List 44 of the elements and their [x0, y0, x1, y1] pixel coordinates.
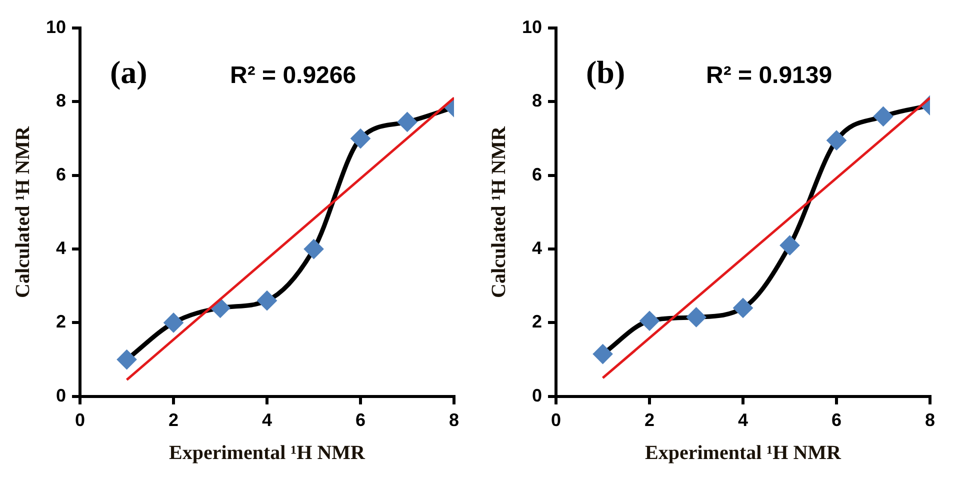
y-tick-label: 0	[532, 385, 542, 406]
point	[640, 312, 659, 330]
y-tick-label: 2	[532, 312, 542, 332]
y-tick-label: 0	[56, 385, 66, 406]
point	[780, 236, 800, 255]
y-tick-label: 4	[56, 238, 66, 258]
annotation: (a)	[110, 54, 148, 90]
point	[258, 291, 276, 310]
y-tick-label: 2	[56, 312, 66, 332]
y-tick-label: 10	[46, 16, 66, 37]
x-tick-label: 4	[262, 410, 272, 430]
x-axis-title: Experimental ¹H NMR	[645, 442, 842, 464]
point	[351, 129, 370, 148]
x-tick-label: 6	[832, 410, 842, 430]
annotation: R² = 0.9266	[230, 62, 356, 89]
point	[164, 313, 183, 332]
point	[874, 107, 893, 126]
y-tick-label: 6	[532, 164, 542, 184]
y-tick-label: 10	[522, 16, 542, 37]
annotation: R² = 0.9139	[706, 62, 832, 89]
y-tick-label: 8	[56, 90, 66, 111]
y-axis-title: Calculated ¹H NMR	[12, 126, 34, 298]
x-tick-label: 4	[738, 410, 748, 430]
point	[211, 298, 230, 318]
point	[118, 350, 136, 369]
x-axis-title: Experimental ¹H NMR	[169, 442, 366, 464]
point	[398, 112, 417, 132]
x-tick-label: 2	[168, 410, 179, 430]
point	[687, 308, 706, 326]
y-tick-label: 8	[532, 90, 542, 111]
x-tick-label: 6	[356, 410, 366, 430]
point	[304, 240, 324, 258]
y-tick-label: 4	[532, 238, 542, 258]
x-tick-label: 0	[75, 410, 86, 430]
annotation: (b)	[586, 54, 626, 90]
y-axis-title: Calculated ¹H NMR	[488, 126, 510, 298]
x-tick-label: 2	[644, 410, 655, 430]
point	[594, 344, 612, 364]
y-tick-label: 6	[56, 164, 66, 184]
x-tick-label: 8	[448, 410, 460, 430]
x-tick-label: 0	[551, 410, 562, 430]
point	[827, 131, 846, 150]
point	[734, 298, 752, 318]
x-tick-label: 8	[924, 410, 936, 430]
